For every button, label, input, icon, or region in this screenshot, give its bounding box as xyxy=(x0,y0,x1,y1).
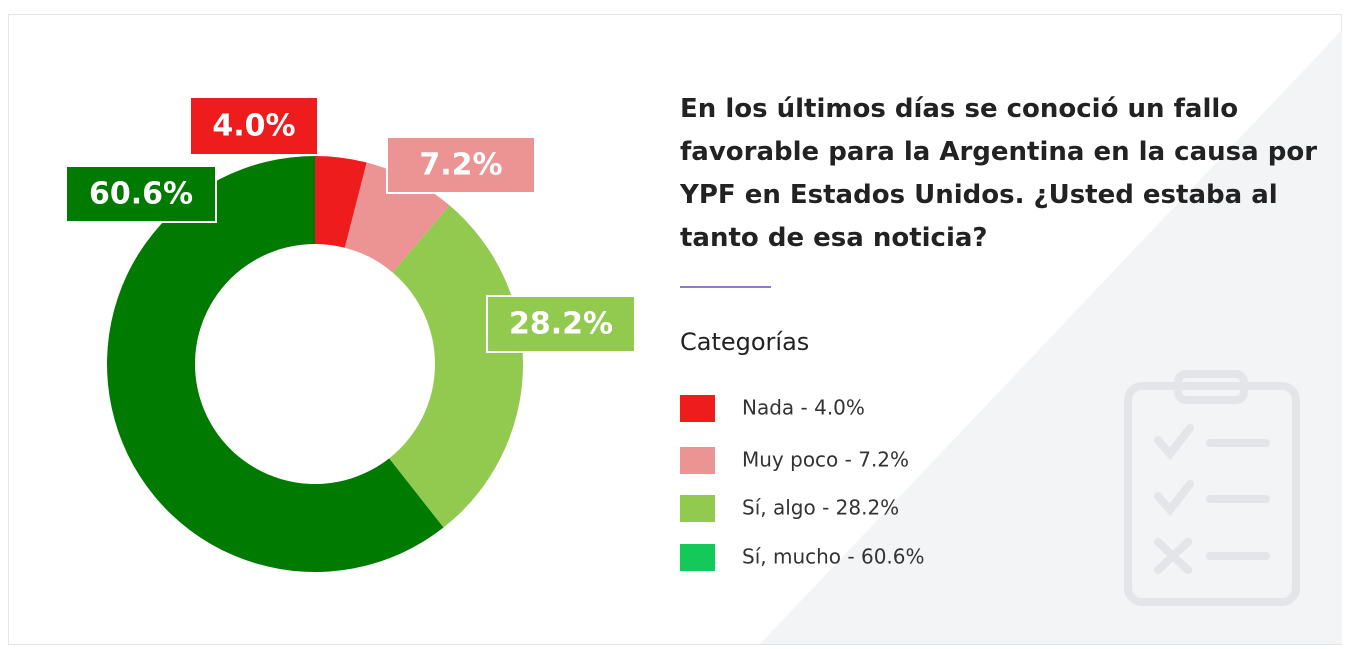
data-label-box xyxy=(386,136,536,194)
data-label-box xyxy=(65,165,217,223)
legend-label: Sí, algo - 28.2% xyxy=(742,496,899,520)
legend-label: Muy poco - 7.2% xyxy=(742,448,909,472)
donut-slice xyxy=(107,156,444,572)
legend-swatch xyxy=(680,447,715,474)
data-label-box xyxy=(189,96,319,156)
background-shape xyxy=(760,30,1342,644)
data-label: 28.2% xyxy=(509,307,613,342)
clipboard-icon xyxy=(1124,370,1300,606)
legend-swatch xyxy=(680,395,715,422)
data-label-box xyxy=(486,295,636,353)
donut-slice xyxy=(389,205,524,528)
chart-title: En los últimos días se conoció un fallo … xyxy=(680,94,1318,253)
data-label: 7.2% xyxy=(419,148,502,183)
data-label: 60.6% xyxy=(89,177,193,212)
legend-title: Categorías xyxy=(680,328,809,356)
legend-label: Sí, mucho - 60.6% xyxy=(742,545,925,569)
data-label: 4.0% xyxy=(212,109,295,144)
legend-swatch xyxy=(680,544,715,571)
donut-slice xyxy=(315,156,367,248)
legend-label: Nada - 4.0% xyxy=(742,396,865,420)
legend-swatch xyxy=(680,495,715,522)
